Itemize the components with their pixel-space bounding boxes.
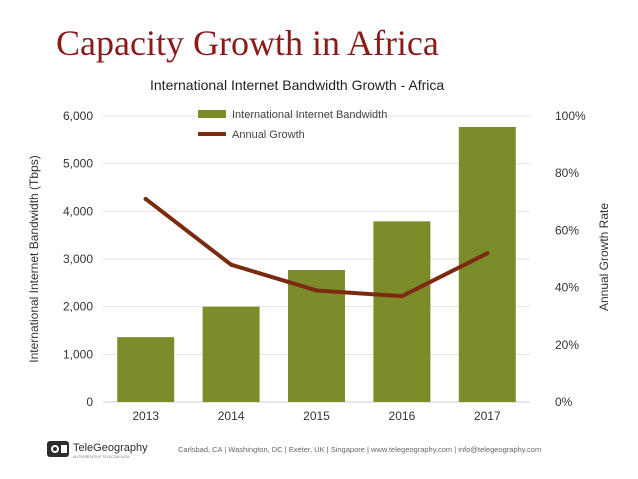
x-tick-label: 2015 (303, 409, 330, 423)
y-tick-label: 4,000 (63, 204, 93, 218)
y2-tick-label: 60% (555, 223, 579, 237)
legend-label-bandwidth: International Internet Bandwidth (232, 109, 387, 121)
logo-tagline: AUTHORITATIVE TELECOM DATA (73, 455, 130, 459)
legend-label-growth: Annual Growth (232, 129, 305, 141)
growth-point (314, 288, 319, 293)
logo-wordmark: TeleGeography (73, 442, 148, 454)
telegeography-logo: TeleGeography AUTHORITATIVE TELECOM DATA (47, 441, 148, 459)
slide-title: Capacity Growth in Africa (56, 23, 439, 63)
chart-title: International Internet Bandwidth Growth … (150, 77, 445, 93)
y2-tick-label: 40% (555, 281, 579, 295)
bar (117, 337, 175, 402)
y2-tick-label: 20% (555, 338, 579, 352)
y-tick-label: 3,000 (63, 252, 93, 266)
y-axis-title: International Internet Bandwidth (Tbps) (27, 155, 41, 362)
growth-point (399, 294, 404, 299)
x-tick-label: 2014 (218, 409, 245, 423)
bar (373, 221, 431, 402)
x-tick-label: 2017 (474, 409, 501, 423)
y2-axis-title: Annual Growth Rate (597, 203, 611, 311)
y-tick-label: 5,000 (63, 157, 93, 171)
y-tick-label: 0 (86, 395, 93, 409)
y-tick-label: 6,000 (63, 109, 93, 123)
y2-tick-label: 100% (555, 109, 586, 123)
y-tick-label: 2,000 (63, 300, 93, 314)
y2-tick-label: 80% (555, 166, 579, 180)
footer-text: Carlsbad, CA | Washington, DC | Exeter, … (178, 445, 542, 454)
y2-tick-label: 0% (555, 395, 573, 409)
y-tick-label: 1,000 (63, 347, 93, 361)
x-tick-label: 2013 (132, 409, 159, 423)
growth-point (229, 262, 234, 267)
x-tick-label: 2016 (389, 409, 416, 423)
growth-point (143, 196, 148, 201)
bar (202, 306, 260, 402)
legend-swatch-bandwidth (198, 110, 226, 118)
growth-point (485, 251, 490, 256)
